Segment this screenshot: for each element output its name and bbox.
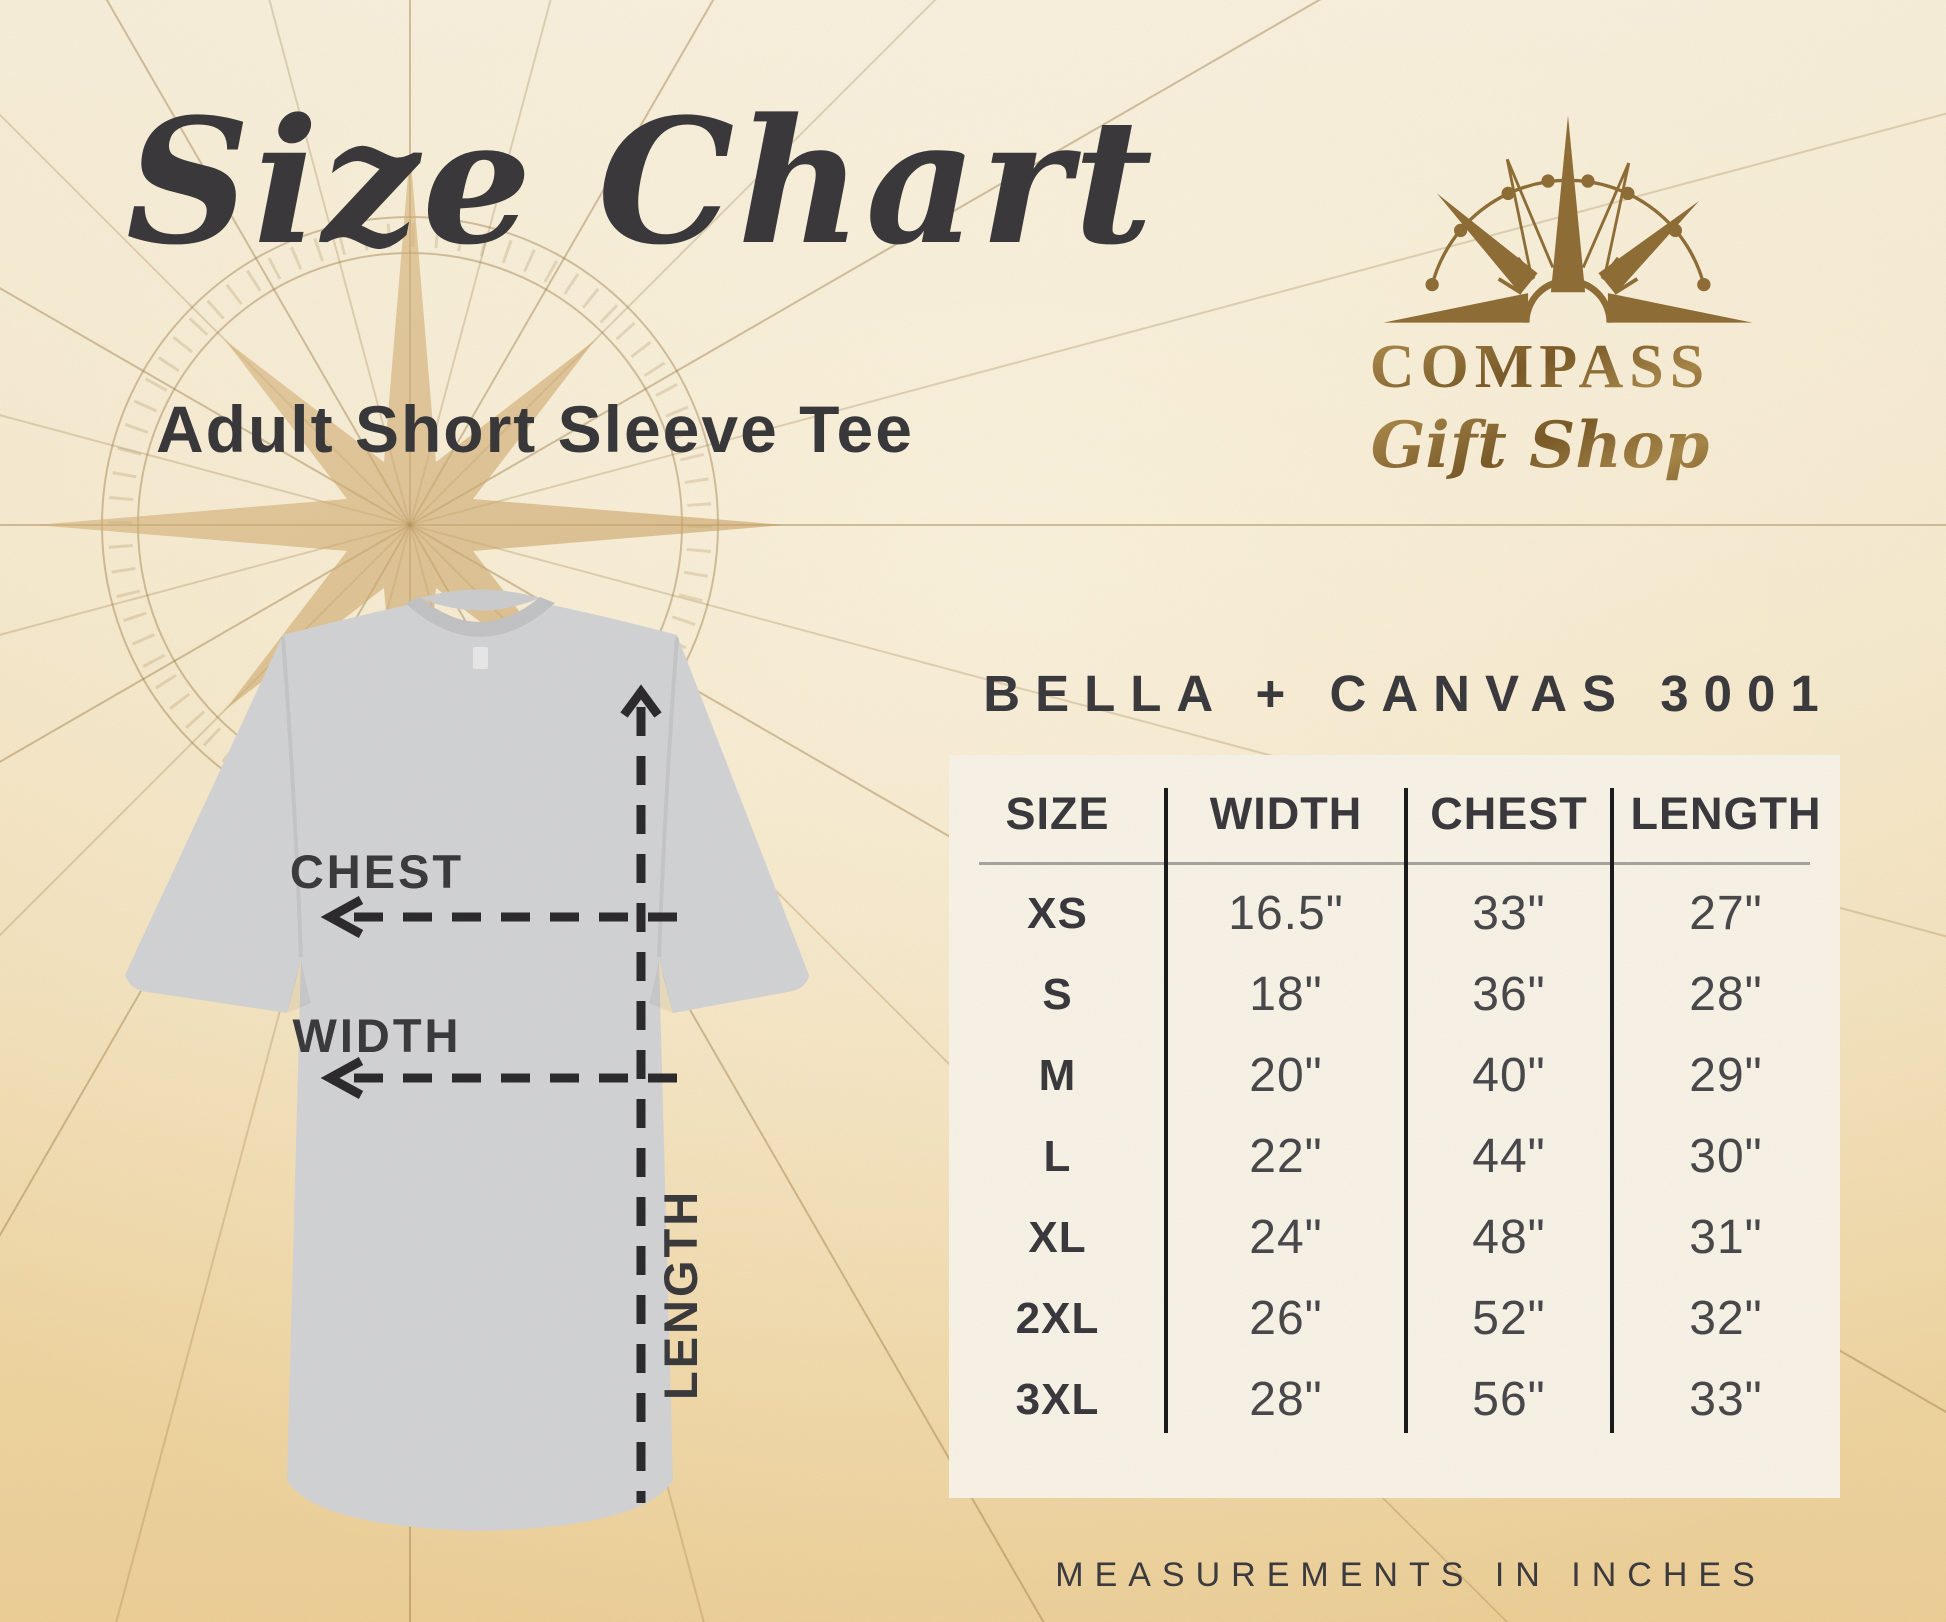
table-header-length: LENGTH: [1630, 788, 1822, 839]
table-cell-width: 22": [1249, 1130, 1323, 1183]
table-row-size: XL: [1028, 1212, 1087, 1262]
tshirt-diagram: CHEST WIDTH LENGTH: [115, 585, 815, 1550]
table-cell-width: 18": [1249, 968, 1323, 1021]
table-row-size: XS: [1027, 888, 1088, 938]
table-header-size: SIZE: [1005, 788, 1110, 839]
table-cell-width: 20": [1249, 1049, 1323, 1102]
table-column-divider: [1610, 788, 1614, 1433]
table-row-size: S: [1042, 969, 1073, 1019]
product-line: BELLA + CANVAS 3001: [983, 665, 1834, 722]
length-label: LENGTH: [654, 1189, 707, 1400]
brand-tagline: Gift Shop: [1310, 408, 1770, 483]
table-header-divider: [979, 862, 1810, 865]
table-row-size: 2XL: [1015, 1293, 1100, 1343]
table-cell-length: 29": [1689, 1049, 1763, 1102]
table-header-chest: CHEST: [1430, 788, 1588, 839]
table-cell-width: 28": [1249, 1373, 1323, 1426]
brand-name: COMPASS: [1310, 332, 1770, 403]
size-table-panel: SIZE WIDTH CHEST LENGTH XS 16.5" 33" 27"…: [949, 755, 1840, 1498]
table-cell-chest: 33": [1472, 887, 1546, 940]
size-table: SIZE WIDTH CHEST LENGTH XS 16.5" 33" 27"…: [949, 755, 1840, 1498]
table-header-width: WIDTH: [1209, 788, 1363, 839]
table-cell-chest: 52": [1472, 1292, 1546, 1345]
table-cell-chest: 48": [1472, 1211, 1546, 1264]
chest-label: CHEST: [290, 845, 464, 898]
collar: [420, 589, 540, 611]
width-label: WIDTH: [292, 1009, 461, 1062]
table-cell-width: 26": [1249, 1292, 1323, 1345]
table-column-divider: [1404, 788, 1408, 1433]
table-row-size: M: [1038, 1050, 1077, 1100]
table-row-size: 3XL: [1015, 1374, 1100, 1424]
table-cell-width: 16.5": [1228, 887, 1344, 940]
table-cell-chest: 40": [1472, 1049, 1546, 1102]
table-cell-length: 33": [1689, 1373, 1763, 1426]
collar-label: [473, 647, 488, 669]
table-row-size: L: [1043, 1131, 1072, 1181]
table-cell-width: 24": [1249, 1211, 1323, 1264]
table-cell-length: 32": [1689, 1292, 1763, 1345]
page-title: Size Chart: [126, 80, 1157, 283]
footer-note: MEASUREMENTS IN INCHES: [1055, 1556, 1766, 1594]
table-cell-chest: 36": [1472, 968, 1546, 1021]
table-cell-length: 30": [1689, 1130, 1763, 1183]
page-subtitle: Adult Short Sleeve Tee: [156, 392, 914, 466]
table-cell-length: 28": [1689, 968, 1763, 1021]
compass-sunburst-icon: [1383, 115, 1753, 323]
table-cell-chest: 44": [1472, 1130, 1546, 1183]
table-cell-length: 27": [1689, 887, 1763, 940]
table-cell-length: 31": [1689, 1211, 1763, 1264]
table-column-divider: [1164, 788, 1168, 1433]
table-cell-chest: 56": [1472, 1373, 1546, 1426]
